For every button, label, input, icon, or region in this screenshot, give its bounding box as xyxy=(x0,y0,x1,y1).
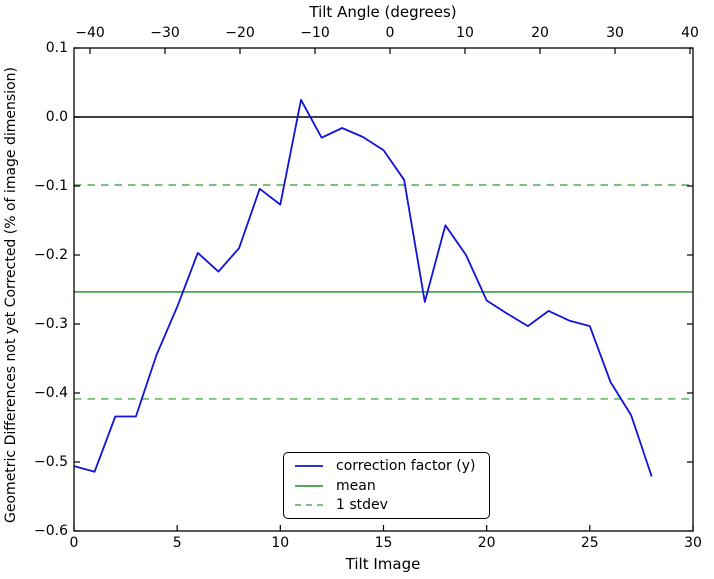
x-axis-tick-label: 25 xyxy=(580,535,599,551)
x-axis-tick-label: 5 xyxy=(172,535,182,551)
x-axis-label: Tilt Image xyxy=(345,555,421,573)
legend-line-sample-green-solid xyxy=(295,484,323,487)
top-axis-tick-label: 20 xyxy=(531,25,549,41)
y-axis-tick-label: −0.2 xyxy=(34,247,68,263)
x-axis-tick-label: 20 xyxy=(477,535,496,551)
top-axis-tick-label: 40 xyxy=(681,25,699,41)
top-axis-tick-label: −10 xyxy=(300,25,330,41)
legend: correction factor (y) mean 1 stdev xyxy=(283,452,490,519)
top-axis-tick-label: −30 xyxy=(150,25,180,41)
legend-line-sample-blue xyxy=(295,464,323,467)
y-axis-tick-label: −0.3 xyxy=(34,316,68,332)
top-axis-title: Tilt Angle (degrees) xyxy=(309,3,457,21)
y-axis-tick-label: −0.1 xyxy=(34,178,68,194)
axes-frame xyxy=(73,47,694,532)
y-axis-tick-label: −0.6 xyxy=(34,523,68,539)
legend-label: mean xyxy=(336,477,376,494)
legend-item-mean: mean xyxy=(294,476,489,496)
y-axis-tick-label: 0.0 xyxy=(45,109,68,125)
legend-item-stdev: 1 stdev xyxy=(294,495,489,515)
y-axis-tick-label: 0.1 xyxy=(45,40,68,56)
top-axis-tick-label: 0 xyxy=(385,25,395,41)
y-axis-tick-label: −0.4 xyxy=(34,385,68,401)
top-axis-tick-label: 30 xyxy=(606,25,624,41)
x-axis-tick-label: 15 xyxy=(374,535,393,551)
top-axis-tick-label: −40 xyxy=(75,25,105,41)
legend-label: correction factor (y) xyxy=(336,457,476,474)
y-axis-tick-label: −0.5 xyxy=(34,454,68,470)
legend-label: 1 stdev xyxy=(336,497,388,514)
legend-item-correction-factor: correction factor (y) xyxy=(294,456,489,476)
top-axis-tick-label: −20 xyxy=(225,25,255,41)
x-axis-tick-label: 10 xyxy=(271,535,290,551)
legend-line-sample-green-dashed xyxy=(295,504,323,506)
x-axis-tick-label: 0 xyxy=(69,535,79,551)
top-axis-tick-label: 10 xyxy=(456,25,474,41)
correction-factor-line xyxy=(73,98,653,477)
x-axis-tick-label: 30 xyxy=(684,535,702,551)
